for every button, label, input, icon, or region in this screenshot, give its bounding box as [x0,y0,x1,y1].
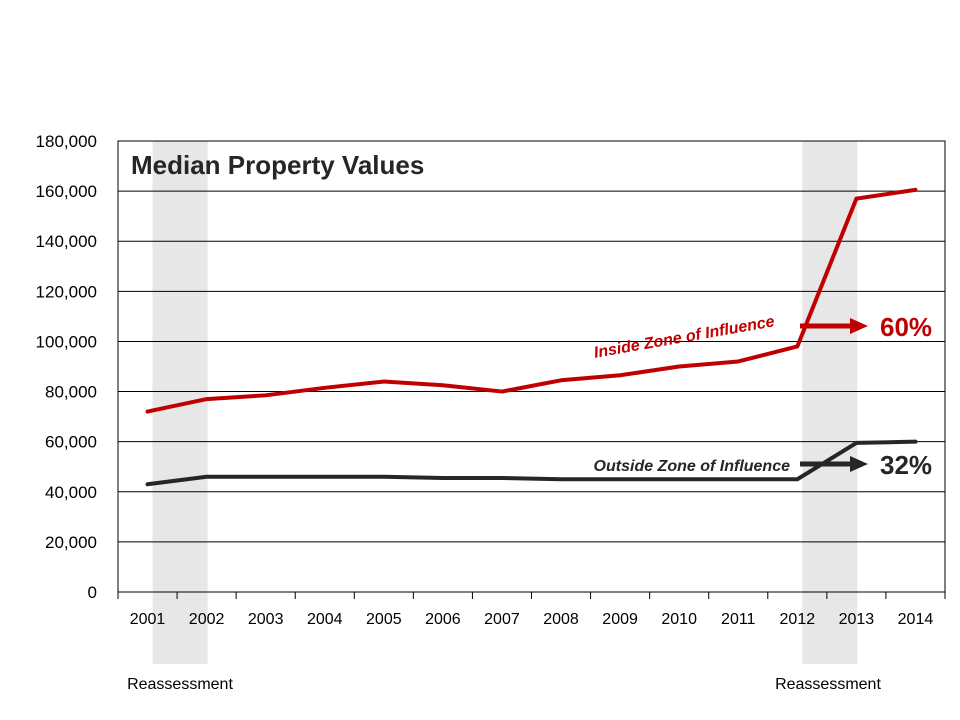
chart-title: Median Property Values [131,150,424,180]
annotation-inside-pct: 60% [880,312,932,342]
y-tick-label: 140,000 [36,232,97,251]
x-tick-label: 2014 [898,611,934,628]
x-tick-label: 2004 [307,611,343,628]
x-tick-label: 2013 [839,611,875,628]
y-tick-label: 160,000 [36,182,97,201]
series-line-outside [145,439,918,487]
y-tick-label: 80,000 [45,383,97,402]
y-tick-label: 40,000 [45,483,97,502]
series-label-inside: Inside Zone of Influence [593,313,776,362]
reassessment-label-1: Reassessment [127,676,233,693]
y-tick-label: 20,000 [45,533,97,552]
x-tick-label: 2002 [189,611,225,628]
x-tick-label: 2001 [130,611,166,628]
reassessment-label-2: Reassessment [775,676,881,693]
x-tick-label: 2003 [248,611,284,628]
y-tick-label: 100,000 [36,332,97,351]
arrow-inside-head [850,318,868,334]
reassessment-labels: Reassessment Reassessment [127,676,881,693]
x-axis-ticks: 2001 2002 2003 2004 2005 2006 2007 2008 2009 2010… [117,592,946,628]
x-tick-label: 2012 [780,611,816,628]
x-tick-label: 2009 [602,611,638,628]
y-axis-ticks: 0 20,000 40,000 60,000 80,000 100,000 120,000 1… [36,132,97,602]
y-tick-label: 60,000 [45,433,97,452]
reassessment-bands [152,141,858,664]
series-labels: Inside Zone of Influence Outside Zone of … [593,312,932,480]
y-tick-label: 180,000 [36,132,97,151]
x-tick-label: 2006 [425,611,461,628]
series-line-inside [145,187,918,414]
x-tick-label: 2008 [543,611,579,628]
x-tick-label: 2011 [721,611,756,628]
arrow-outside-head [850,456,868,472]
series-label-outside: Outside Zone of Influence [594,458,791,475]
x-tick-label: 2010 [661,611,697,628]
reassessment-band-2 [802,141,858,664]
series-lines [145,187,918,487]
x-tick-label: 2007 [484,611,520,628]
y-tick-label: 120,000 [36,282,97,301]
annotation-outside-pct: 32% [880,450,932,480]
gridlines [118,190,945,543]
y-tick-label: 0 [88,583,97,602]
x-tick-label: 2005 [366,611,402,628]
